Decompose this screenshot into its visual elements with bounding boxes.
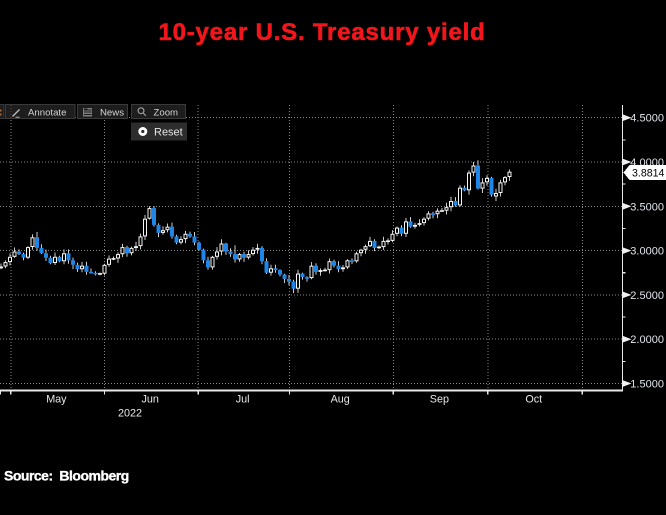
svg-text:3.0000: 3.0000 [630,246,664,258]
svg-text:Sep: Sep [430,394,449,406]
svg-text:2022: 2022 [118,408,142,420]
svg-text:Aug: Aug [331,394,350,406]
svg-text:3.8814: 3.8814 [632,167,665,179]
svg-text:1.5000: 1.5000 [630,379,664,391]
svg-text:4.5000: 4.5000 [630,113,664,125]
svg-text:Reset: Reset [154,127,183,139]
svg-text:3.5000: 3.5000 [630,201,664,213]
svg-text:2.0000: 2.0000 [630,334,664,346]
svg-text:News: News [100,107,124,118]
svg-text:May: May [46,394,67,406]
svg-text:Oct: Oct [525,394,542,406]
svg-text:Jul: Jul [236,394,250,406]
svg-text:Jun: Jun [141,394,158,406]
svg-text:Source: Bloomberg: Source: Bloomberg [4,468,129,484]
svg-text:10-year U.S. Treasury yield: 10-year U.S. Treasury yield [158,19,485,46]
svg-text:Annotate: Annotate [28,107,66,118]
svg-text:Zoom: Zoom [154,107,179,118]
svg-text:2.5000: 2.5000 [630,290,664,302]
